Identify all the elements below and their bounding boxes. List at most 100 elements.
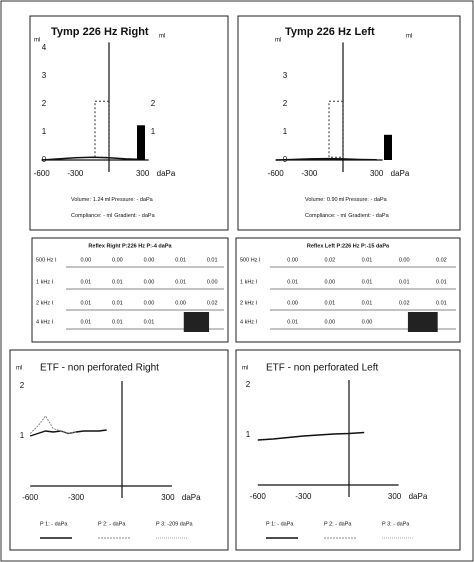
y2-tick-label: 2 (151, 99, 156, 108)
cell: 0.00 (399, 257, 410, 263)
compliance: Compliance: - ml (71, 213, 112, 219)
x-tick-label: -300 (68, 493, 85, 502)
row-label: 1 kHz I (36, 279, 54, 285)
cell: 0.01 (207, 257, 218, 263)
cell: 0.01 (399, 279, 410, 285)
x-tick-label: -300 (301, 169, 318, 178)
cell: 0.01 (362, 257, 373, 263)
cell: 0.01 (175, 279, 186, 285)
y2-unit: ml (159, 34, 165, 40)
cell: 0.00 (324, 279, 335, 285)
cell: 0.01 (324, 300, 335, 306)
footer-line: Compliance: - ml Gradient: - daPa (305, 213, 390, 219)
panel-title: ETF - non perforated Left (266, 363, 379, 374)
x-tick-label: 300 (388, 492, 402, 501)
y-tick-label: 1 (283, 127, 288, 136)
panel (31, 237, 229, 343)
x-unit: daPa (409, 492, 428, 501)
cell: 0.01 (112, 319, 123, 325)
panel (235, 237, 461, 343)
cell: 0.00 (287, 300, 298, 306)
legend-label: P 3: - daPa (382, 521, 410, 527)
panel-title: Tymp 226 Hz Right (51, 26, 149, 38)
panel (237, 15, 461, 231)
legend-label: P 1: - daPa (266, 521, 294, 527)
cell: 0.01 (175, 257, 186, 263)
volume-unit: ml (339, 197, 345, 203)
y-unit: ml (34, 38, 40, 44)
legend-label: P 1: - daPa (40, 521, 68, 527)
x-tick-label: 300 (161, 493, 175, 502)
volume-bar (137, 125, 145, 160)
y-tick-label: 2 (246, 380, 251, 389)
cell: 0.02 (207, 300, 218, 306)
filled-cell (407, 312, 438, 332)
gradient: Gradient: - daPa (114, 213, 155, 219)
pressure: Pressure: - daPa (345, 197, 387, 203)
x-tick-label: -300 (295, 492, 312, 501)
x-tick-label: -600 (34, 169, 51, 178)
cell: 0.00 (362, 319, 373, 325)
y-tick-label: 2 (20, 381, 25, 390)
table-header: Reflex Left P:226 Hz P:-15 daPa (307, 243, 390, 249)
row-label: 2 kHz I (36, 300, 54, 306)
tymp-curve (41, 156, 143, 161)
x-tick-label: -600 (250, 492, 267, 501)
tymp-curve (275, 157, 377, 161)
cell: 0.00 (112, 257, 123, 263)
volume-label: Volume: (305, 197, 325, 203)
cell: 0.00 (324, 319, 335, 325)
y2-tick-label: 1 (151, 127, 156, 136)
compliance: Compliance: - ml (305, 213, 346, 219)
etf-curve (257, 431, 365, 441)
cell: 0.01 (112, 279, 123, 285)
cell: 0.02 (436, 257, 447, 263)
panel (29, 15, 229, 231)
volume-value: 1.24 (93, 197, 104, 203)
gradient: Gradient: - daPa (348, 213, 389, 219)
y-tick-label: 2 (42, 99, 47, 108)
y-unit: ml (16, 366, 22, 372)
x-unit: daPa (391, 169, 410, 178)
cell: 0.01 (362, 300, 373, 306)
y-tick-label: 3 (42, 71, 47, 80)
cell: 0.00 (207, 279, 218, 285)
panel (235, 349, 461, 551)
cell: 0.01 (287, 279, 298, 285)
dashed-box (328, 100, 344, 158)
cell: 0.01 (436, 300, 447, 306)
cell: 0.00 (144, 279, 155, 285)
y-tick-label: 1 (246, 430, 251, 439)
dashed-box (94, 100, 110, 158)
cell: 0.00 (175, 300, 186, 306)
y-tick-label: 1 (20, 431, 25, 440)
x-tick-label: -600 (22, 493, 39, 502)
cell: 0.00 (144, 257, 155, 263)
panel (9, 349, 229, 551)
filled-cell (183, 312, 210, 332)
footer-line: Compliance: - ml Gradient: - daPa (71, 213, 156, 219)
x-tick-label: -600 (268, 169, 285, 178)
pressure: Pressure: - daPa (111, 197, 153, 203)
footer-line: Volume: 1.24mlPressure: - daPa (71, 197, 154, 203)
cell: 0.00 (287, 257, 298, 263)
cell: 0.00 (80, 257, 91, 263)
y-tick-label: 4 (42, 43, 47, 52)
row-label: 2 kHz I (240, 300, 258, 306)
row-label: 500 Hz I (36, 257, 57, 263)
row-label: 4 kHz I (240, 319, 258, 325)
y2-unit: ml (406, 34, 412, 40)
x-tick-label: 300 (136, 169, 150, 178)
footer-line: Volume: 0.90mlPressure: - daPa (305, 197, 388, 203)
volume-bar (384, 134, 392, 160)
x-tick-label: 300 (370, 169, 384, 178)
x-unit: daPa (157, 169, 176, 178)
row-label: 1 kHz I (240, 279, 258, 285)
panel-title: Tymp 226 Hz Left (285, 26, 375, 38)
volume-label: Volume: (71, 197, 91, 203)
y-unit: ml (242, 366, 248, 372)
cell: 0.01 (80, 279, 91, 285)
